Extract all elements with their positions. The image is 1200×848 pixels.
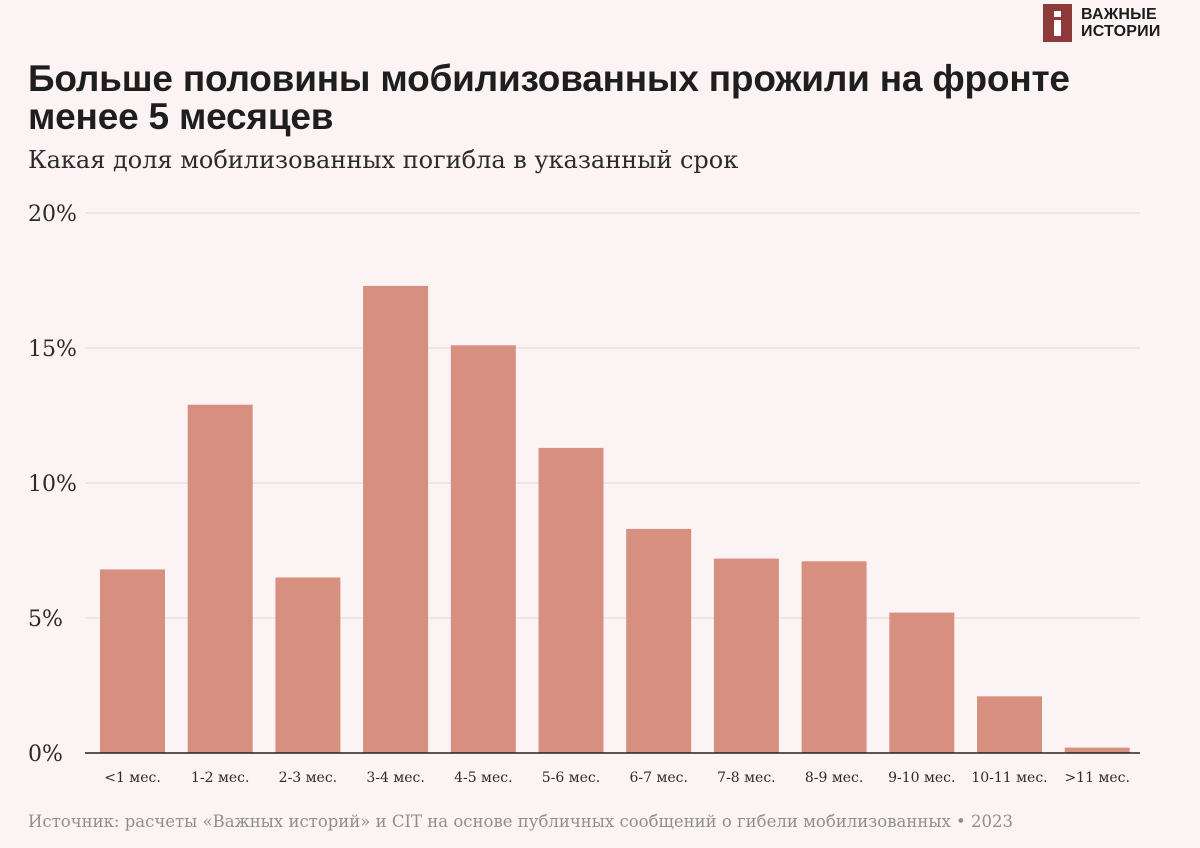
y-tick-label: 0% <box>28 742 63 767</box>
x-tick-label: 1-2 мес. <box>191 770 249 786</box>
brand-name: ВАЖНЫЕ ИСТОРИИ <box>1081 6 1161 40</box>
brand-name-line1: ВАЖНЫЕ <box>1081 6 1157 23</box>
bar <box>889 612 955 753</box>
bar <box>713 558 779 753</box>
bar <box>1064 747 1130 753</box>
x-tick-label: 8-9 мес. <box>805 770 863 786</box>
x-tick-label: 5-6 мес. <box>542 770 600 786</box>
bar <box>100 569 165 753</box>
bar <box>450 345 516 753</box>
bar <box>363 285 429 753</box>
bar <box>626 528 692 753</box>
x-tick-label: <1 мес. <box>104 770 161 786</box>
brand-name-line2: ИСТОРИИ <box>1081 23 1161 40</box>
chart-subtitle: Какая доля мобилизованных погибла в указ… <box>28 146 739 174</box>
bar <box>538 447 604 753</box>
bar <box>187 404 253 753</box>
bar <box>977 696 1042 753</box>
x-tick-label: 10-11 мес. <box>971 770 1047 786</box>
y-tick-label: 20% <box>28 202 77 227</box>
brand-logo: ВАЖНЫЕ ИСТОРИИ <box>1043 4 1161 42</box>
bar <box>801 561 867 753</box>
x-tick-label: 6-7 мес. <box>629 770 687 786</box>
x-tick-label: 2-3 мес. <box>279 770 337 786</box>
bar <box>275 577 341 753</box>
y-tick-label: 10% <box>28 472 77 497</box>
x-tick-label: 4-5 мес. <box>454 770 512 786</box>
info-icon <box>1043 4 1072 42</box>
x-tick-label: >11 мес. <box>1064 770 1129 786</box>
chart-title: Больше половины мобилизованных прожили н… <box>28 58 1070 137</box>
source-note: Источник: расчеты «Важных историй» и CIT… <box>28 812 1013 831</box>
bar-chart: 0% 5% 10% 15% 20% <1 мес. 1-2 мес. 2-3 мес. 3-4 … <box>28 202 1140 786</box>
x-tick-label: 3-4 мес. <box>366 770 424 786</box>
y-tick-label: 5% <box>28 607 63 632</box>
x-tick-label: 9-10 мес. <box>888 770 955 786</box>
x-tick-label: 7-8 мес. <box>717 770 775 786</box>
y-tick-label: 15% <box>28 337 77 362</box>
